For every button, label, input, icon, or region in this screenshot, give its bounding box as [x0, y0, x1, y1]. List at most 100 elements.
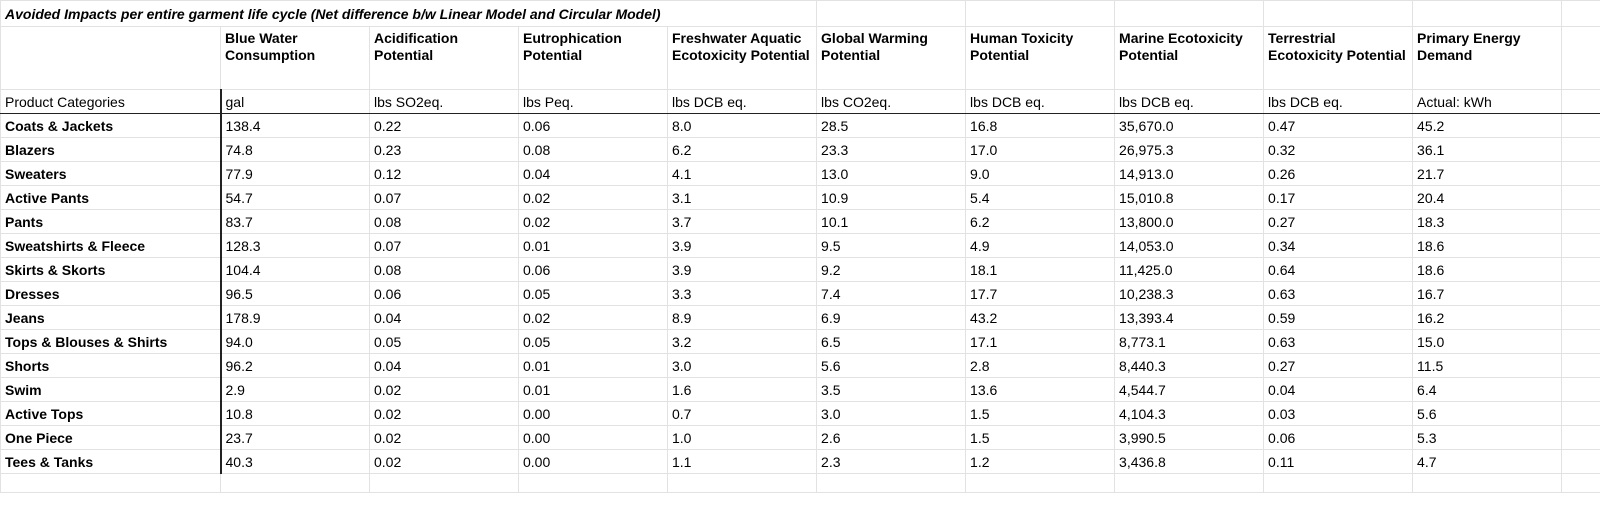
value-cell: 1.5	[965, 401, 1116, 426]
value-cell: 45.2	[1412, 113, 1563, 138]
value-cell: 0.02	[369, 401, 519, 426]
value-cell: 1.0	[666, 425, 818, 450]
value-cell: 4.1	[666, 161, 818, 186]
category-cell: Jeans	[0, 305, 221, 330]
value-cell: 3.1	[666, 185, 818, 210]
value-cell: 0.02	[518, 185, 668, 210]
category-cell: Sweatshirts & Fleece	[0, 233, 221, 258]
value-cell: 5.6	[1412, 401, 1563, 426]
column-header: Blue Water Consumption	[220, 26, 370, 90]
category-cell: Shorts	[0, 353, 221, 378]
data-row: Sweaters 77.9 0.12 0.04 4.1 13.0 9.0 14,913.0 0.…	[0, 161, 1600, 186]
value-cell: 4,544.7	[1114, 377, 1265, 402]
value-cell: 13.6	[965, 377, 1116, 402]
category-cell: One Piece	[0, 425, 221, 450]
value-cell: 3,436.8	[1114, 449, 1265, 474]
value-cell: 11,425.0	[1114, 257, 1265, 282]
value-cell: 18.1	[965, 257, 1116, 282]
value-cell: 77.9	[219, 161, 370, 186]
value-cell: 0.02	[518, 305, 668, 330]
value-cell: 3.7	[666, 209, 818, 234]
unit-cell: lbs Peq.	[518, 89, 668, 114]
value-cell: 0.04	[369, 305, 519, 330]
value-cell: 6.4	[1412, 377, 1563, 402]
value-cell: 0.06	[1263, 425, 1414, 450]
units-label: Product Categories	[0, 89, 221, 114]
data-row: Swim 2.9 0.02 0.01 1.6 3.5 13.6 4,544.7 0.04 6.4	[0, 377, 1600, 402]
value-cell: 1.2	[965, 449, 1116, 474]
data-row: Active Pants 54.7 0.07 0.02 3.1 10.9 5.4 15,010…	[0, 185, 1600, 210]
value-cell: 0.00	[518, 425, 668, 450]
value-cell: 2.9	[219, 377, 370, 402]
empty-cell	[0, 26, 221, 90]
value-cell: 0.06	[518, 113, 668, 138]
data-row: Pants 83.7 0.08 0.02 3.7 10.1 6.2 13,800.0 0.27 1…	[0, 209, 1600, 234]
value-cell: 0.12	[369, 161, 519, 186]
category-cell: Active Pants	[0, 185, 221, 210]
value-cell: 0.06	[518, 257, 668, 282]
value-cell: 54.7	[219, 185, 370, 210]
empty-cell	[1561, 233, 1600, 258]
value-cell: 0.27	[1263, 209, 1414, 234]
empty-cell	[1561, 161, 1600, 186]
value-cell: 96.2	[219, 353, 370, 378]
value-cell: 3.9	[666, 233, 818, 258]
category-cell: Swim	[0, 377, 221, 402]
unit-cell: lbs SO2eq.	[369, 89, 519, 114]
value-cell: 0.08	[369, 257, 519, 282]
column-header: Eutrophication Potential	[518, 26, 668, 90]
value-cell: 11.5	[1412, 353, 1563, 378]
empty-cell	[965, 473, 1116, 493]
value-cell: 18.3	[1412, 209, 1563, 234]
category-cell: Coats & Jackets	[0, 113, 221, 138]
empty-cell	[1412, 0, 1563, 27]
value-cell: 36.1	[1412, 137, 1563, 162]
data-row: One Piece 23.7 0.02 0.00 1.0 2.6 1.5 3,990.5 0.0…	[0, 425, 1600, 450]
value-cell: 28.5	[816, 113, 967, 138]
value-cell: 0.04	[1263, 377, 1414, 402]
value-cell: 0.08	[518, 137, 668, 162]
empty-cell	[1561, 89, 1600, 114]
value-cell: 15,010.8	[1114, 185, 1265, 210]
column-header: Freshwater Aquatic Ecotoxicity Potential	[666, 26, 818, 90]
category-cell: Blazers	[0, 137, 221, 162]
value-cell: 5.6	[816, 353, 967, 378]
empty-cell	[1561, 401, 1600, 426]
empty-cell	[1561, 257, 1600, 282]
value-cell: 104.4	[219, 257, 370, 282]
value-cell: 40.3	[219, 449, 370, 474]
value-cell: 6.2	[666, 137, 818, 162]
empty-cell	[816, 0, 967, 27]
empty-cell	[1114, 0, 1265, 27]
value-cell: 2.6	[816, 425, 967, 450]
empty-cell	[1561, 137, 1600, 162]
data-row: Dresses 96.5 0.06 0.05 3.3 7.4 17.7 10,238.3 0.6…	[0, 281, 1600, 306]
data-row: Tops & Blouses & Shirts 94.0 0.05 0.05 3.2 6.…	[0, 329, 1600, 354]
value-cell: 6.2	[965, 209, 1116, 234]
empty-cell	[518, 473, 668, 493]
value-cell: 138.4	[219, 113, 370, 138]
value-cell: 3,990.5	[1114, 425, 1265, 450]
title-row: Avoided Impacts per entire garment life …	[0, 0, 1600, 27]
value-cell: 0.04	[518, 161, 668, 186]
value-cell: 15.0	[1412, 329, 1563, 354]
blank-row	[0, 473, 1600, 493]
column-header: Marine Ecotoxicity Potential	[1114, 26, 1265, 90]
category-cell: Tees & Tanks	[0, 449, 221, 474]
value-cell: 0.02	[369, 425, 519, 450]
value-cell: 3.3	[666, 281, 818, 306]
category-cell: Skirts & Skorts	[0, 257, 221, 282]
value-cell: 14,913.0	[1114, 161, 1265, 186]
value-cell: 3.5	[816, 377, 967, 402]
value-cell: 0.07	[369, 185, 519, 210]
value-cell: 10.9	[816, 185, 967, 210]
empty-cell	[1263, 473, 1414, 493]
value-cell: 13,393.4	[1114, 305, 1265, 330]
value-cell: 2.3	[816, 449, 967, 474]
unit-cell: lbs DCB eq.	[1114, 89, 1265, 114]
empty-cell	[1561, 26, 1600, 90]
empty-cell	[1263, 0, 1414, 27]
data-row: Blazers 74.8 0.23 0.08 6.2 23.3 17.0 26,975.3 0.…	[0, 137, 1600, 162]
value-cell: 0.22	[369, 113, 519, 138]
